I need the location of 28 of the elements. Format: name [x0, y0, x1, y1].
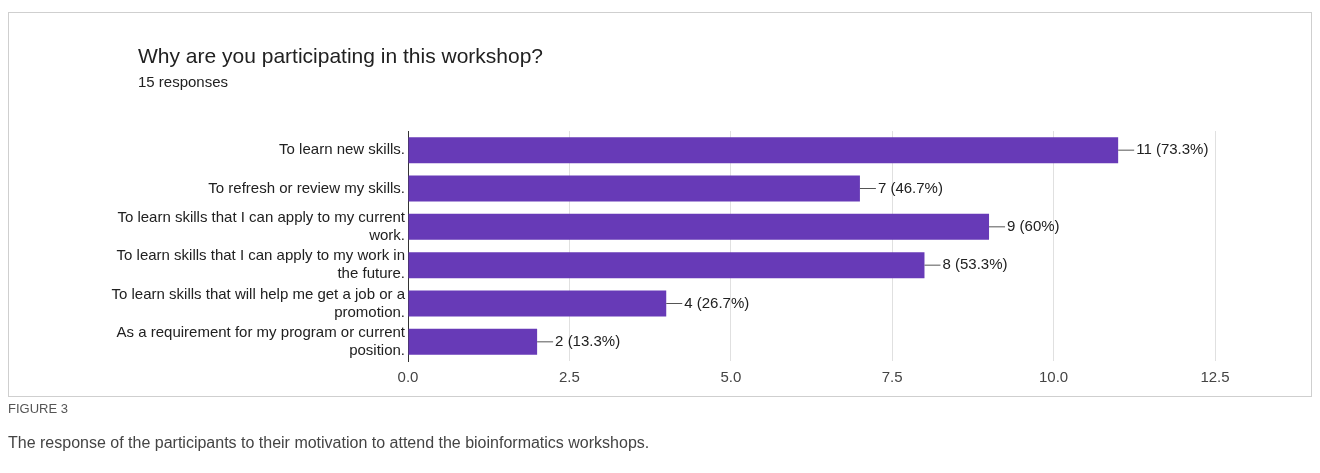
- x-tick-label: 7.5: [881, 368, 903, 386]
- data-label: 8 (53.3%): [942, 255, 1008, 273]
- x-tick-label: 12.5: [1200, 368, 1230, 386]
- y-tick-label: To learn skills that I can apply to my work in the future.: [116, 246, 405, 282]
- x-tick-label: 2.5: [558, 368, 580, 386]
- text: The response of the participants to their motivation to attend the bioinformatics workshops.: [8, 434, 650, 452]
- bar: [408, 252, 925, 279]
- data-label: 2 (13.3%): [555, 331, 621, 349]
- data-label: 4 (26.7%): [684, 293, 750, 311]
- chart-title: Why are you participating in this workshop?: [138, 44, 544, 68]
- y-tick-label: To learn new skills.: [279, 140, 405, 158]
- bar: [408, 213, 990, 240]
- bar: [408, 137, 1119, 164]
- x-tick-label: 0.0: [397, 368, 419, 386]
- x-tick-label: 5.0: [720, 368, 742, 386]
- y-tick-label: To refresh or review my skills.: [208, 178, 405, 196]
- data-label: 9 (60%): [1007, 216, 1060, 234]
- data-label: 11 (73.3%): [1136, 140, 1209, 158]
- bar: [408, 290, 667, 317]
- data-label: 7 (46.7%): [877, 178, 943, 196]
- y-tick-label: To learn skills that will help me get a job or a promotion.: [111, 284, 406, 320]
- y-tick-label: To learn skills that I can apply to my current work.: [117, 207, 406, 243]
- bar: [408, 328, 538, 355]
- y-tick-label: As a requirement for my program or current position.: [116, 322, 406, 358]
- bar: [408, 175, 860, 202]
- x-tick-label: 10.0: [1039, 368, 1069, 386]
- caption: FIGURE 3: [8, 401, 68, 416]
- text: 15 responses: [138, 73, 229, 90]
